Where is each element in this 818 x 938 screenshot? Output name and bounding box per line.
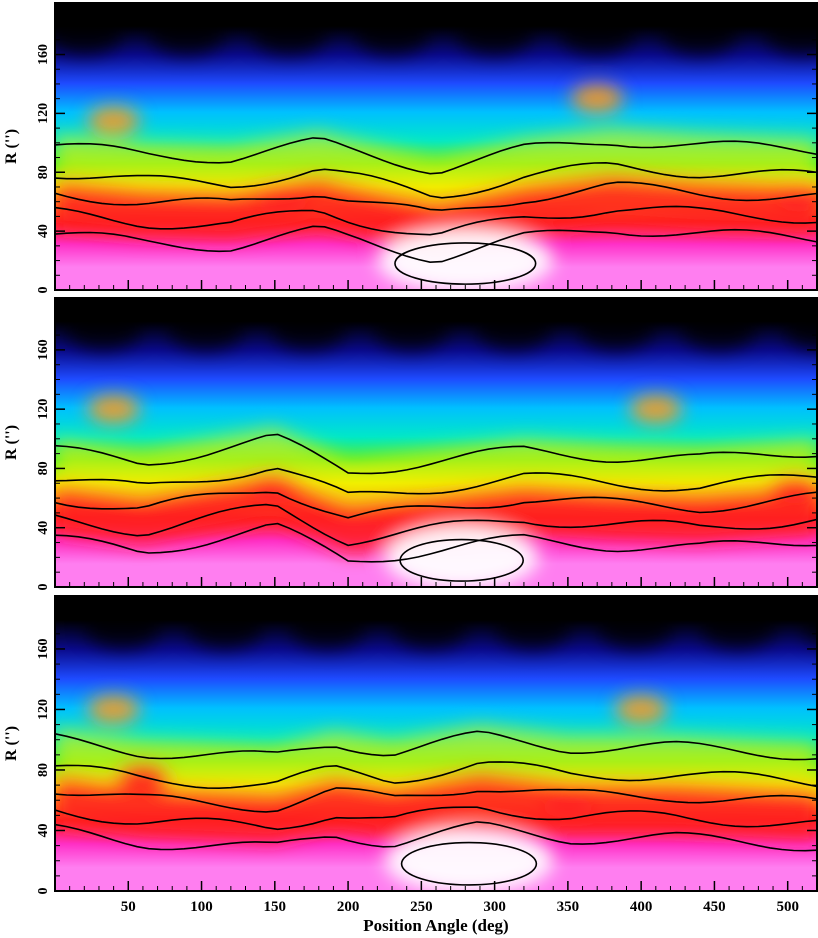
x-tick-label: 150 <box>264 899 287 915</box>
white-core <box>384 827 554 891</box>
y-tick-label: 0 <box>36 888 51 895</box>
dark-region <box>354 10 431 55</box>
y-tick-label: 80 <box>36 461 51 475</box>
contour-line <box>55 821 817 852</box>
x-tick-label: 100 <box>190 899 213 915</box>
contour-line <box>55 730 817 761</box>
y-tick-label: 80 <box>36 165 51 179</box>
contour-line <box>55 161 817 199</box>
dark-region <box>148 10 225 55</box>
bright-knot <box>629 395 682 424</box>
bright-knot <box>541 793 594 822</box>
bright-knot <box>256 187 309 216</box>
dark-region <box>764 10 817 55</box>
dark-region <box>65 305 142 350</box>
x-tick-label: 200 <box>337 899 360 915</box>
dark-region <box>661 10 738 55</box>
panel-top: 0 40 80 120 160 R ('') <box>3 2 818 294</box>
contour-line <box>55 181 817 211</box>
dark-region <box>802 608 817 644</box>
panel-bottom: 0 40 80 120 160 50 100 150 200 250 300 350 400 450 500… <box>3 595 818 915</box>
contour-line <box>55 137 817 175</box>
y-tick-label: 40 <box>36 521 51 535</box>
panel-middle: 0 40 80 120 160 R ('') <box>3 297 818 591</box>
y-tick-label: 160 <box>36 638 51 659</box>
y-tick-label: 120 <box>36 699 51 720</box>
bright-knot <box>776 184 817 213</box>
white-core <box>377 228 554 290</box>
y-tick-label: 0 <box>36 584 51 591</box>
dark-region <box>559 10 636 55</box>
y-tick-label: 0 <box>36 287 51 294</box>
bright-knot <box>615 695 668 724</box>
contour-line <box>55 467 817 495</box>
heatmap-middle <box>55 298 817 587</box>
dark-region <box>783 305 817 350</box>
dark-region <box>680 305 757 350</box>
spiral-arm-band <box>55 172 817 252</box>
contour-core <box>399 538 524 582</box>
dark-region <box>55 10 123 55</box>
contour-line <box>55 491 817 519</box>
x-tick-label: 400 <box>630 899 653 915</box>
contour-line <box>55 503 817 547</box>
bright-knot <box>571 84 624 113</box>
x-tick-label: 50 <box>121 899 136 915</box>
dark-region <box>699 604 776 649</box>
dark-region <box>84 604 161 649</box>
dark-region <box>289 604 366 649</box>
contour-line <box>55 806 817 831</box>
bright-knot <box>87 395 140 424</box>
x-tick-label: 250 <box>410 899 433 915</box>
y-axis-title: R ('') <box>3 129 20 164</box>
dark-region <box>597 604 674 649</box>
contour-line <box>55 787 817 813</box>
heatmap-top <box>55 3 817 290</box>
contour-core <box>400 841 538 886</box>
y-tick-label: 160 <box>36 339 51 360</box>
contour-line <box>55 433 817 475</box>
y-tick-label: 160 <box>36 44 51 65</box>
dark-region <box>373 305 450 350</box>
y-tick-label: 40 <box>36 224 51 238</box>
y-tick-label: 80 <box>36 763 51 777</box>
dark-region <box>494 604 571 649</box>
dark-region <box>456 10 533 55</box>
y-tick-label: 120 <box>36 103 51 124</box>
y-axis-title: R ('') <box>3 425 20 460</box>
x-tick-label: 450 <box>703 899 726 915</box>
dark-region <box>392 604 469 649</box>
y-tick-label: 120 <box>36 399 51 420</box>
contour-line <box>55 225 817 264</box>
dark-region <box>251 10 328 55</box>
bright-knot <box>87 695 140 724</box>
spiral-arm-band <box>55 770 817 843</box>
contour-line <box>55 761 817 790</box>
white-core <box>384 524 539 587</box>
dark-region <box>475 305 552 350</box>
bright-knot <box>87 106 140 135</box>
dark-region <box>167 305 244 350</box>
y-axis-title: R ('') <box>3 726 20 761</box>
contour-core <box>394 242 537 285</box>
contour-line <box>55 205 817 236</box>
dark-region <box>270 305 347 350</box>
dark-region <box>578 305 655 350</box>
x-tick-label: 500 <box>776 899 799 915</box>
dark-region <box>186 604 263 649</box>
x-axis-title: Position Angle (deg) <box>363 916 508 935</box>
x-tick-label: 300 <box>483 899 506 915</box>
x-tick-label: 350 <box>557 899 580 915</box>
heatmap-bottom <box>55 596 817 891</box>
arm-halo <box>55 724 817 795</box>
y-tick-label: 40 <box>36 823 51 837</box>
contour-line <box>55 522 817 563</box>
